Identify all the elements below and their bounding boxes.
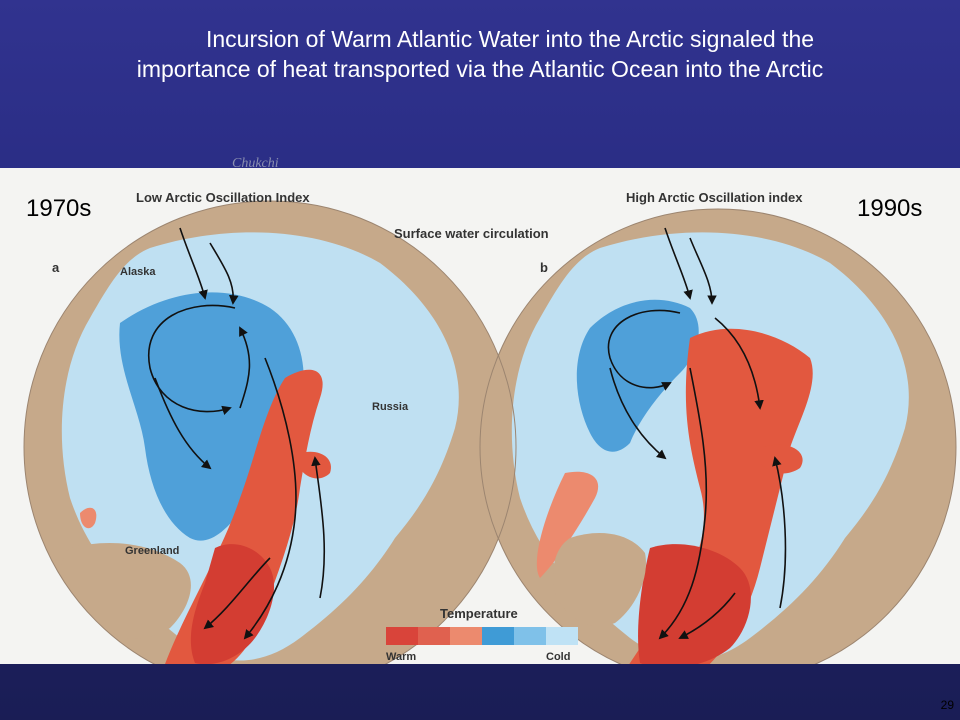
right-greenland bbox=[553, 533, 646, 627]
right-map bbox=[480, 209, 956, 685]
left-arrow-1 bbox=[179, 227, 208, 300]
right-warm-band bbox=[536, 471, 599, 578]
right-arrow-8 bbox=[678, 592, 736, 639]
legend-cold-label: Cold bbox=[546, 651, 570, 663]
right-warm-tongue bbox=[620, 328, 813, 678]
legend-color-bar bbox=[386, 627, 578, 645]
left-era-label: 1970s bbox=[26, 195, 92, 222]
legend-title: Temperature bbox=[440, 606, 518, 621]
right-arrow-6 bbox=[772, 456, 787, 609]
right-arrow-5 bbox=[658, 367, 708, 640]
left-panel-letter: a bbox=[52, 260, 60, 275]
left-arrow-8 bbox=[203, 557, 271, 630]
slide-number: 29 bbox=[940, 698, 954, 712]
legend-warm-label: Warm bbox=[386, 651, 416, 663]
right-arrow-2 bbox=[689, 237, 717, 305]
legend-swatch-3 bbox=[450, 627, 482, 645]
russia-label: Russia bbox=[372, 401, 409, 413]
left-arrow-6 bbox=[311, 456, 326, 599]
right-panel-title: High Arctic Oscillation index bbox=[626, 190, 803, 205]
left-arrow-3 bbox=[147, 304, 236, 415]
left-arrow-5 bbox=[243, 357, 297, 640]
slide-title: Incursion of Warm Atlantic Water into th… bbox=[20, 24, 940, 84]
left-map bbox=[24, 201, 516, 693]
left-panel-title: Low Arctic Oscillation Index bbox=[136, 190, 310, 205]
alaska-label: Alaska bbox=[120, 266, 156, 278]
left-arrow-2 bbox=[209, 242, 239, 305]
greenland-label: Greenland bbox=[125, 545, 179, 557]
title-line-1: Incursion of Warm Atlantic Water into th… bbox=[205, 26, 815, 52]
faint-overlay-text: Chukchi bbox=[232, 156, 279, 171]
right-arrow-3 bbox=[607, 309, 681, 391]
legend-swatch-5 bbox=[514, 627, 546, 645]
left-greenland bbox=[61, 543, 191, 639]
right-arrow-4 bbox=[714, 317, 764, 410]
arctic-circulation-figure: Low Arctic Oscillation Index High Arctic… bbox=[0, 168, 960, 694]
center-title: Surface water circulation bbox=[394, 226, 549, 241]
title-line-2: importance of heat transported via the A… bbox=[136, 56, 824, 82]
right-arrow-7 bbox=[609, 367, 667, 460]
figure-graphic: Low Arctic Oscillation Index High Arctic… bbox=[23, 190, 957, 694]
right-panel-letter: b bbox=[540, 260, 548, 275]
right-ocean-blue bbox=[576, 299, 699, 452]
legend-swatch-6 bbox=[546, 627, 578, 645]
left-arrow-7 bbox=[154, 377, 212, 470]
legend-swatch-1 bbox=[386, 627, 418, 645]
left-warm-small bbox=[80, 507, 97, 529]
legend-swatch-4 bbox=[482, 627, 514, 645]
legend-swatch-2 bbox=[418, 627, 450, 645]
right-arrow-1 bbox=[664, 227, 693, 300]
left-arrow-4 bbox=[239, 326, 251, 409]
right-era-label: 1990s bbox=[857, 195, 923, 222]
